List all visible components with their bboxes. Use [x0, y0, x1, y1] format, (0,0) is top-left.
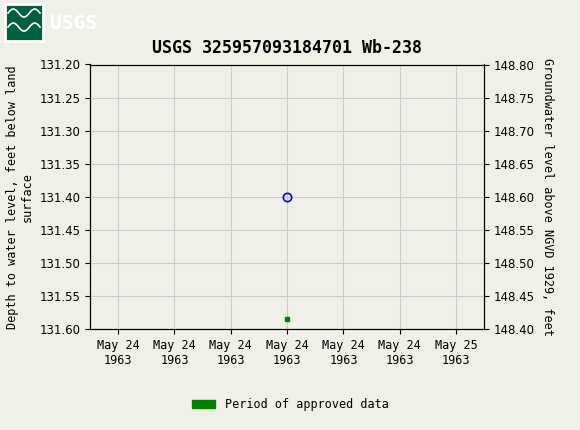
Y-axis label: Depth to water level, feet below land
surface: Depth to water level, feet below land su…: [6, 65, 34, 329]
Text: USGS: USGS: [50, 14, 97, 33]
Bar: [5, 4, 43, 41]
Legend: Period of approved data: Period of approved data: [187, 393, 393, 415]
Y-axis label: Groundwater level above NGVD 1929, feet: Groundwater level above NGVD 1929, feet: [541, 58, 553, 336]
Title: USGS 325957093184701 Wb-238: USGS 325957093184701 Wb-238: [152, 40, 422, 57]
